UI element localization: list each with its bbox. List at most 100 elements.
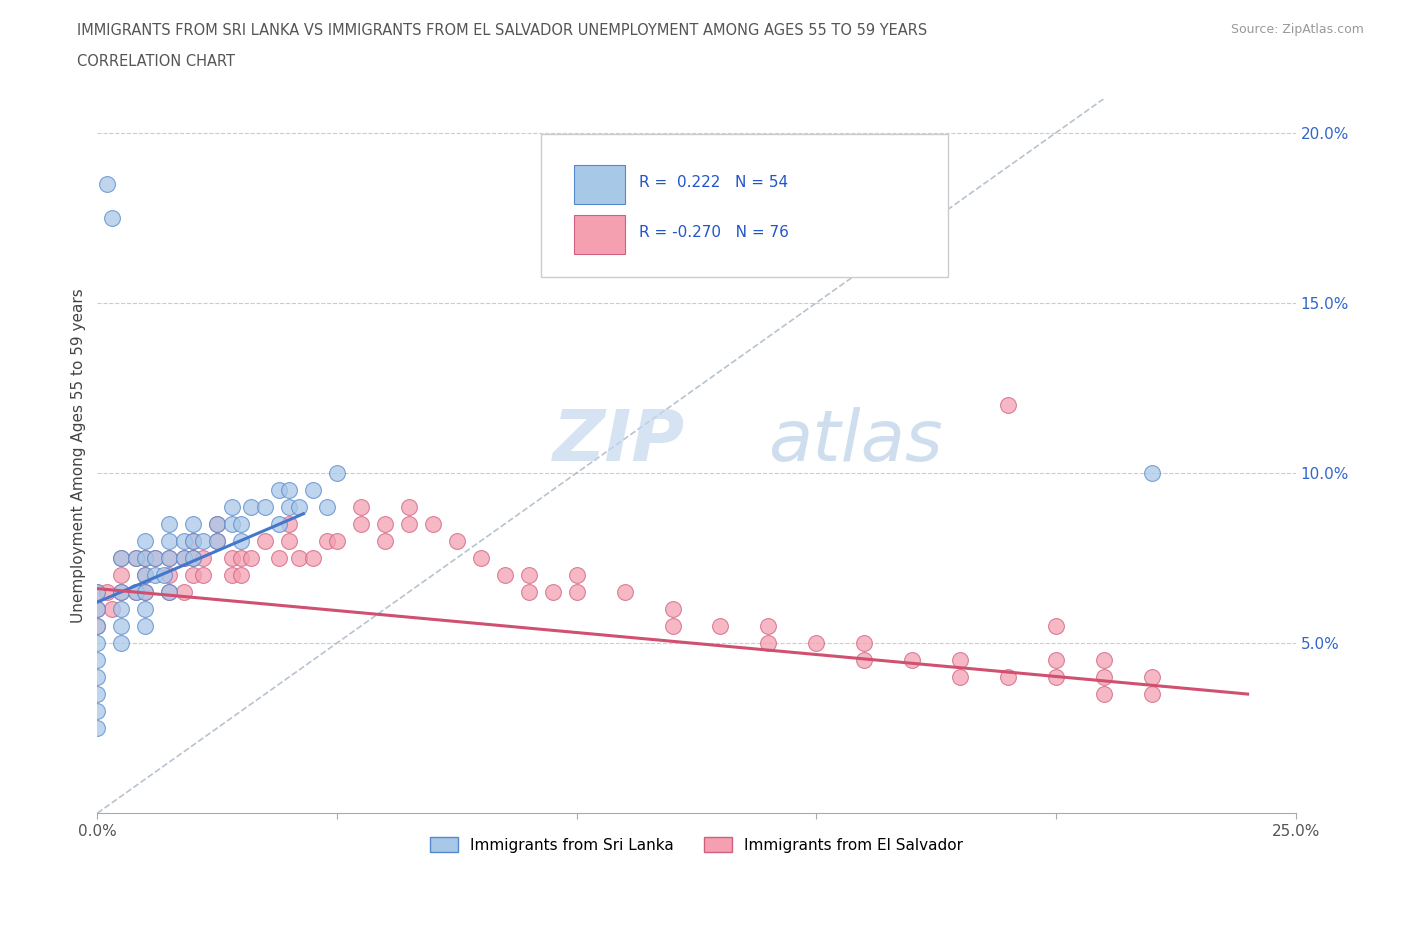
Point [287,499,309,514]
Point [269,516,291,531]
Point [997,670,1019,684]
Point [100,210,122,225]
Point [86,602,108,617]
Text: IMMIGRANTS FROM SRI LANKA VS IMMIGRANTS FROM EL SALVADOR UNEMPLOYMENT AMONG AGES: IMMIGRANTS FROM SRI LANKA VS IMMIGRANTS … [77,23,928,38]
Point [316,499,339,514]
Point [86,704,108,719]
Point [86,670,108,684]
Point [1045,670,1067,684]
Point [326,534,349,549]
Point [565,567,588,582]
Y-axis label: Unemployment Among Ages 55 to 59 years: Unemployment Among Ages 55 to 59 years [72,288,86,623]
Point [205,516,228,531]
Point [278,516,301,531]
Point [191,567,214,582]
Point [221,499,243,514]
Point [86,602,108,617]
Text: atlas: atlas [768,407,943,476]
Point [181,567,204,582]
Point [231,516,253,531]
Point [1092,686,1115,701]
Point [110,551,132,565]
Point [134,567,156,582]
Point [205,516,228,531]
Point [269,551,291,565]
Point [86,653,108,668]
Point [565,585,588,600]
Point [86,721,108,736]
Text: Source: ZipAtlas.com: Source: ZipAtlas.com [1230,23,1364,36]
Point [157,516,180,531]
Point [269,483,291,498]
Point [86,686,108,701]
Point [153,567,176,582]
Point [446,534,468,549]
Point [100,602,122,617]
Point [110,602,132,617]
Point [110,618,132,633]
Point [254,534,277,549]
Point [949,670,972,684]
Point [173,551,195,565]
Point [398,516,420,531]
Point [302,551,325,565]
Point [110,585,132,600]
Point [110,585,132,600]
Text: R =  0.222   N = 54: R = 0.222 N = 54 [638,175,789,190]
Point [181,516,204,531]
Point [221,516,243,531]
Point [86,585,108,600]
Point [374,516,396,531]
Point [205,534,228,549]
Point [517,585,540,600]
Point [173,585,195,600]
Point [191,534,214,549]
Point [134,618,156,633]
Point [287,551,309,565]
Point [470,551,492,565]
Point [134,585,156,600]
Point [191,551,214,565]
Point [125,551,148,565]
Point [86,618,108,633]
Point [278,483,301,498]
Point [96,177,118,192]
Point [231,534,253,549]
Point [541,585,564,600]
Point [709,618,731,633]
Point [110,551,132,565]
FancyBboxPatch shape [541,135,948,277]
Point [494,567,516,582]
Point [110,567,132,582]
Point [1140,670,1163,684]
Point [86,585,108,600]
Point [997,397,1019,412]
Point [86,635,108,650]
Point [661,602,683,617]
Point [756,618,779,633]
Point [143,551,166,565]
Point [173,551,195,565]
Point [181,534,204,549]
Point [278,534,301,549]
Point [1140,466,1163,481]
Point [157,551,180,565]
Text: R = -0.270   N = 76: R = -0.270 N = 76 [638,225,789,240]
Point [157,567,180,582]
Point [86,618,108,633]
Point [231,567,253,582]
Point [231,551,253,565]
Point [205,534,228,549]
Point [326,466,349,481]
Point [1092,653,1115,668]
Point [1092,670,1115,684]
Point [853,653,876,668]
Point [157,585,180,600]
Text: ZIP: ZIP [553,407,685,476]
Point [134,585,156,600]
Point [181,534,204,549]
Point [949,653,972,668]
Point [134,602,156,617]
Point [316,534,339,549]
Point [350,499,373,514]
